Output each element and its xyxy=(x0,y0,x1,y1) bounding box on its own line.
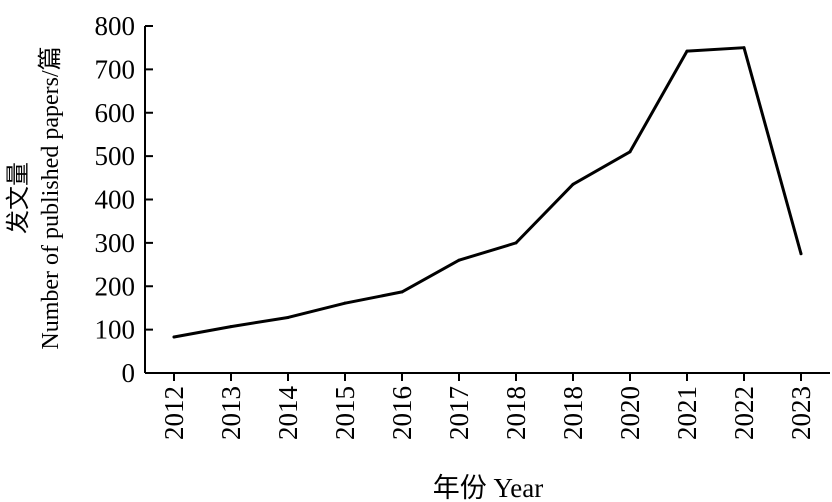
x-tick-label: 2013 xyxy=(216,386,246,440)
x-tick-label: 2020 xyxy=(615,386,645,440)
y-tick-label: 800 xyxy=(95,11,136,41)
series-layer xyxy=(172,46,803,339)
x-tick-label: 2015 xyxy=(330,386,360,440)
data-point xyxy=(571,182,575,186)
x-tick-label: 2012 xyxy=(159,386,189,440)
x-axis: 2012 2013 2014 2015 2016 2017 2018 2018 2020 2021… xyxy=(145,372,830,441)
y-axis: 0 100 200 300 400 500 600 700 800 xyxy=(95,11,153,388)
y-tick-label: 100 xyxy=(95,315,136,345)
x-tick-label: 2017 xyxy=(444,386,474,440)
x-tick-label: 2014 xyxy=(273,386,303,441)
y-tick-label: 0 xyxy=(122,358,136,388)
series-line xyxy=(172,46,803,339)
data-point xyxy=(628,150,632,154)
y-tick-label: 500 xyxy=(95,141,136,171)
data-point xyxy=(229,325,233,329)
data-point xyxy=(172,335,176,339)
data-point xyxy=(286,315,290,319)
y-tick-label: 600 xyxy=(95,98,136,128)
x-tick-label: 2018 xyxy=(558,386,588,440)
x-tick-label: 2016 xyxy=(387,386,417,440)
y-axis-label-en: Number of published papers/篇 xyxy=(37,46,64,349)
data-point xyxy=(343,301,347,305)
x-tick-label: 2018 xyxy=(501,386,531,440)
y-tick-label: 400 xyxy=(95,185,136,215)
y-tick-label: 200 xyxy=(95,271,136,301)
x-axis-label: 年份 Year xyxy=(433,473,544,502)
x-tick-label: 2022 xyxy=(729,386,759,440)
data-point xyxy=(742,46,746,50)
data-point xyxy=(799,252,803,256)
data-point xyxy=(400,290,404,294)
y-tick-label: 300 xyxy=(95,228,136,258)
data-point xyxy=(457,258,461,262)
x-tick-label: 2021 xyxy=(672,386,702,440)
x-tick-label: 2023 xyxy=(786,386,816,440)
data-point xyxy=(685,49,689,53)
y-tick-label: 700 xyxy=(95,54,136,84)
y-axis-label-cn: 发文量 xyxy=(5,162,32,234)
data-point xyxy=(514,241,518,245)
